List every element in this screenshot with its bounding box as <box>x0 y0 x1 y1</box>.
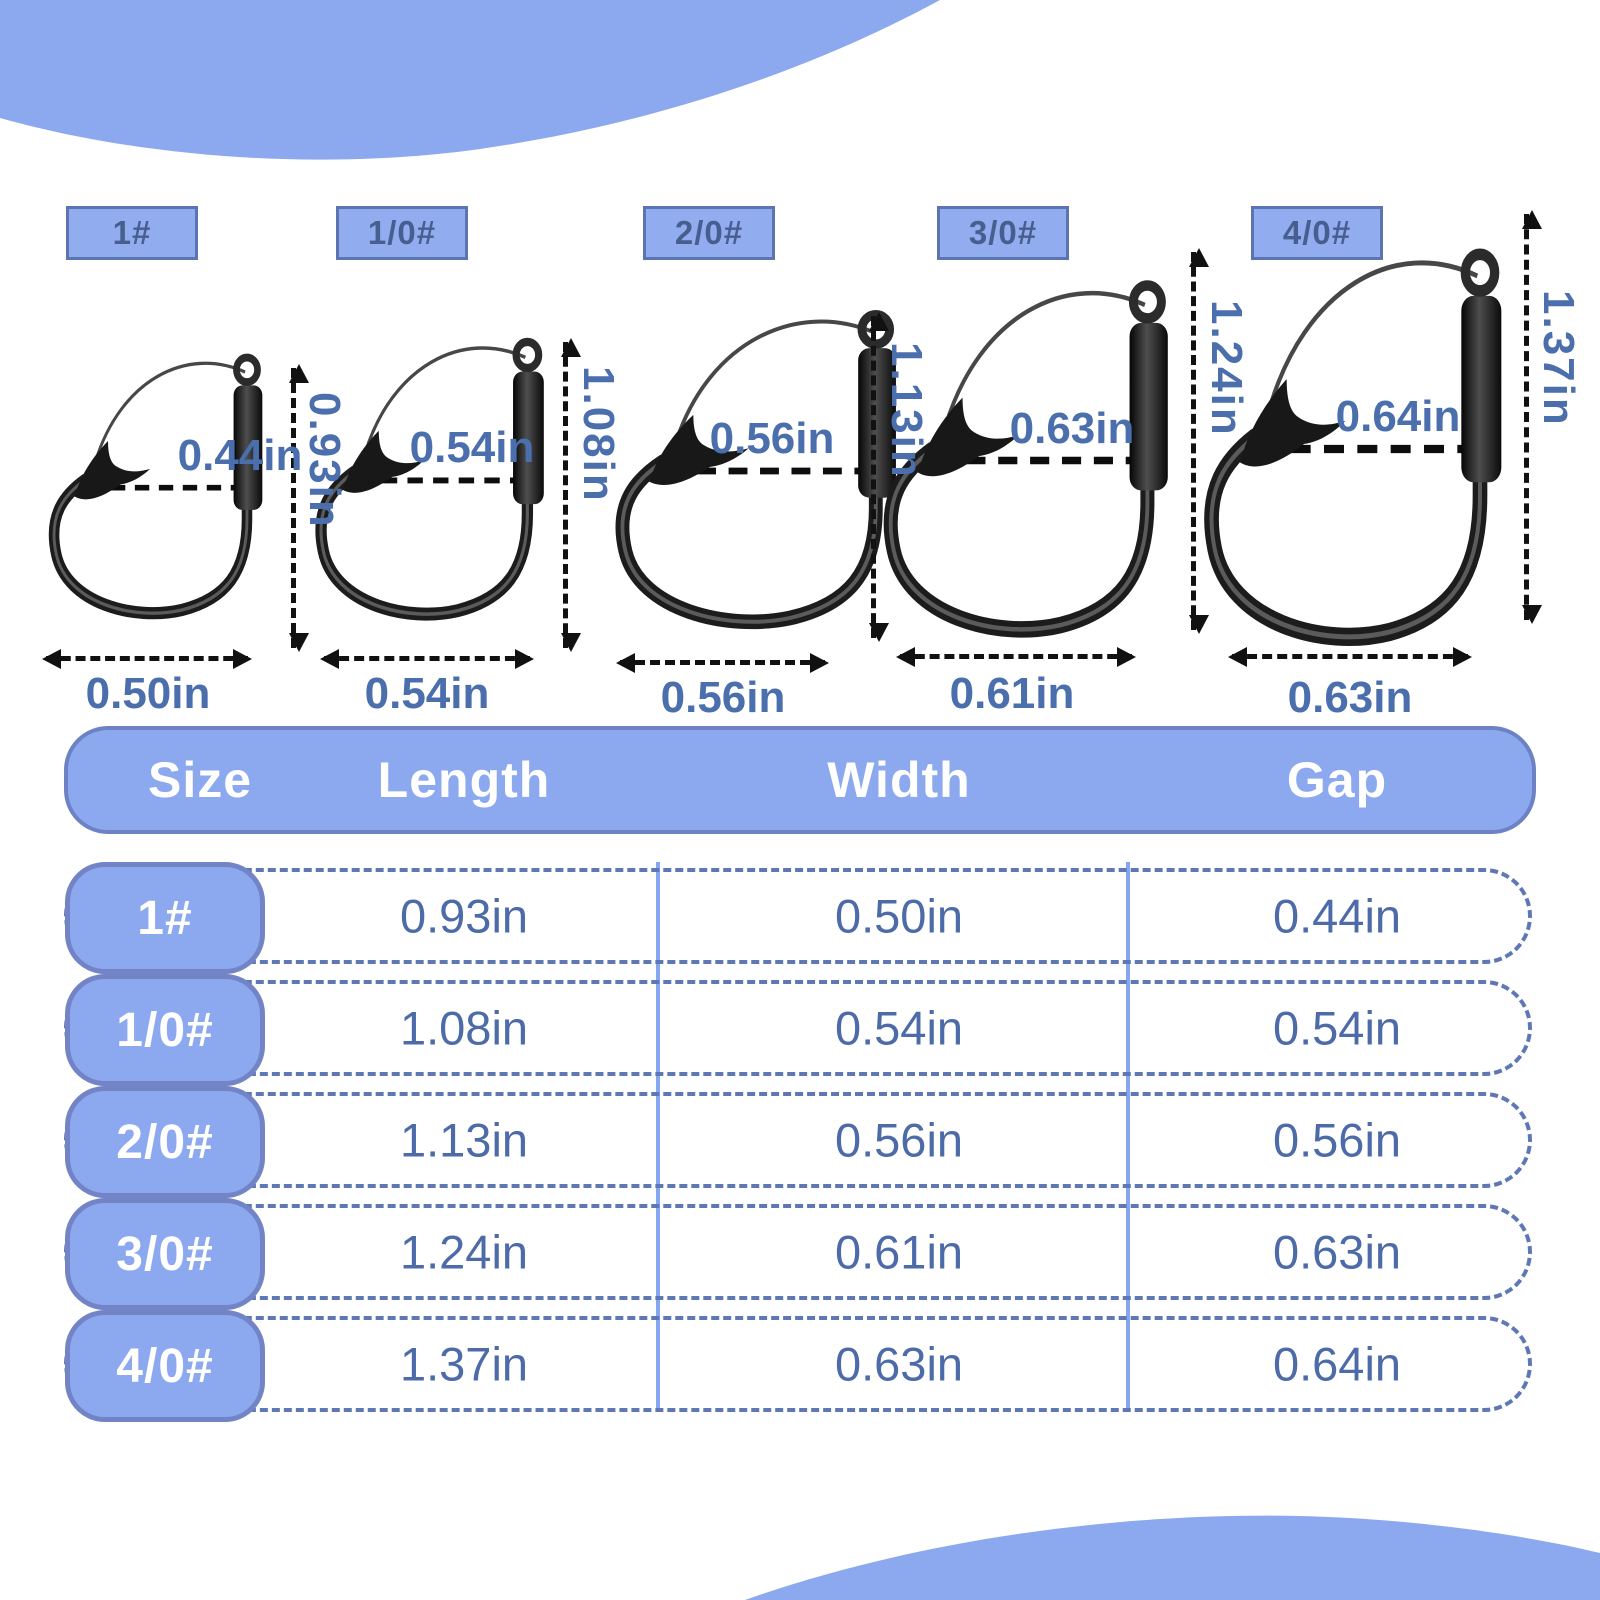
hook-illustration-3 <box>604 308 906 642</box>
width-label-5: 0.63in <box>1287 673 1413 722</box>
length-arrow-1 <box>288 364 309 652</box>
cell-width: 0.54in <box>834 1001 964 1055</box>
cell-length: 0.93in <box>399 889 529 943</box>
table-row-3: 2/0# 1.13in 0.56in 0.56in <box>64 1086 1532 1198</box>
gap-label-2: 0.54in <box>409 423 535 472</box>
gap-label-3: 0.56in <box>709 414 835 463</box>
width-label-4: 0.61in <box>949 669 1075 718</box>
table-row-4: 3/0# 1.24in 0.61in 0.63in <box>64 1198 1532 1310</box>
row-size-pill-1: 1# <box>65 862 265 974</box>
cell-length: 1.24in <box>399 1225 529 1279</box>
size-tag-4: 3/0# <box>937 206 1069 260</box>
width-arrow-5 <box>1228 646 1472 667</box>
hook-illustration-1 <box>40 352 270 630</box>
size-tag-1: 1# <box>66 206 198 260</box>
gap-label-4: 0.63in <box>1009 404 1135 453</box>
cell-width: 0.63in <box>834 1337 964 1391</box>
column-separator-1 <box>656 862 660 1410</box>
row-size-pill-3: 2/0# <box>65 1086 265 1198</box>
column-header-size: Size <box>147 752 253 808</box>
cell-gap: 0.54in <box>1272 1001 1402 1055</box>
cell-width: 0.56in <box>834 1113 964 1167</box>
width-label-3: 0.56in <box>660 673 786 722</box>
gap-label-5: 0.64in <box>1335 392 1461 441</box>
size-tag-3: 2/0# <box>643 206 775 260</box>
width-arrow-1 <box>42 648 252 669</box>
bottom-wave-decoration <box>745 1515 1600 1600</box>
width-arrow-4 <box>896 646 1136 667</box>
spec-table-header: Size Length Width Gap <box>64 726 1536 834</box>
table-row-2: 1/0# 1.08in 0.54in 0.54in <box>64 974 1532 1086</box>
length-label-2: 1.08in <box>574 366 623 503</box>
top-wave-decoration <box>0 0 940 160</box>
length-label-1: 0.93in <box>300 392 349 529</box>
length-label-3: 1.13in <box>882 342 931 479</box>
cell-width: 0.61in <box>834 1225 964 1279</box>
cell-gap: 0.56in <box>1272 1113 1402 1167</box>
length-label-5: 1.37in <box>1534 290 1583 427</box>
length-label-4: 1.24in <box>1202 300 1251 437</box>
column-header-length: Length <box>377 752 551 808</box>
length-arrow-2 <box>560 338 581 652</box>
row-size-pill-5: 4/0# <box>65 1310 265 1422</box>
width-label-2: 0.54in <box>364 669 490 718</box>
width-arrow-3 <box>616 652 829 673</box>
length-arrow-3 <box>868 312 889 642</box>
cell-length: 1.08in <box>399 1001 529 1055</box>
gap-label-1: 0.44in <box>177 431 303 480</box>
row-size-pill-2: 1/0# <box>65 974 265 1086</box>
width-label-1: 0.50in <box>85 669 211 718</box>
cell-width: 0.50in <box>834 889 964 943</box>
cell-gap: 0.64in <box>1272 1337 1402 1391</box>
column-header-width: Width <box>827 752 971 808</box>
column-separator-2 <box>1126 862 1130 1410</box>
cell-length: 1.13in <box>399 1113 529 1167</box>
length-arrow-4 <box>1188 248 1209 634</box>
table-row-1: 1# 0.93in 0.50in 0.44in <box>64 862 1532 974</box>
size-tag-5: 4/0# <box>1251 206 1383 260</box>
cell-gap: 0.63in <box>1272 1225 1402 1279</box>
length-arrow-5 <box>1521 210 1542 624</box>
size-tag-2: 1/0# <box>336 206 468 260</box>
cell-gap: 0.44in <box>1272 889 1402 943</box>
column-header-gap: Gap <box>1286 752 1388 808</box>
cell-length: 1.37in <box>399 1337 529 1391</box>
table-row-5: 4/0# 1.37in 0.63in 0.64in <box>64 1310 1532 1422</box>
row-size-pill-4: 3/0# <box>65 1198 265 1310</box>
width-arrow-2 <box>320 648 534 669</box>
